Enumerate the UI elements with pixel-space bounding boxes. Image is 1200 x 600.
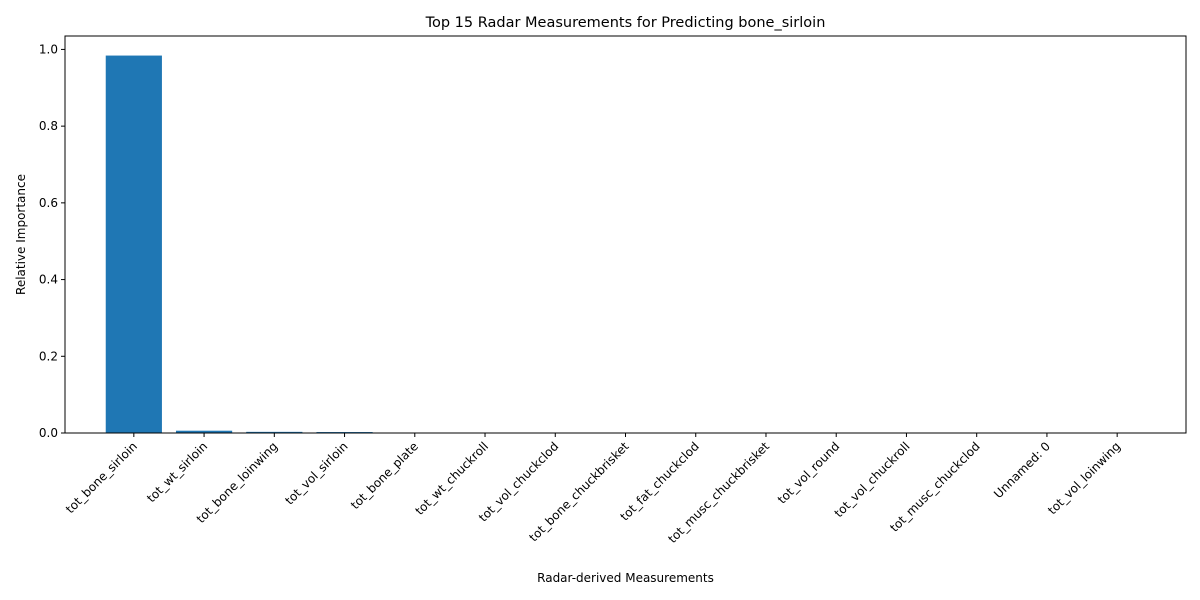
y-tick-label: 0.8 <box>39 119 58 133</box>
x-tick-label: tot_wt_chuckroll <box>412 439 491 518</box>
bar-tot_bone_loinwing <box>246 431 303 433</box>
x-tick-label: Unnamed: 0 <box>991 439 1053 501</box>
y-axis-ticks: 0.0 0.2 0.4 0.6 0.8 1.0 <box>39 42 65 440</box>
x-tick-label: tot_vol_sirloin <box>282 439 350 507</box>
y-tick-label: 0.0 <box>39 426 58 440</box>
y-axis-label: Relative Importance <box>14 174 28 295</box>
x-tick-label: tot_vol_chuckroll <box>832 439 913 520</box>
y-tick-label: 0.6 <box>39 196 58 210</box>
x-tick-label: tot_vol_loinwing <box>1045 439 1123 517</box>
x-axis-label: Radar-derived Measurements <box>537 571 714 585</box>
x-tick-label: tot_wt_sirloin <box>144 439 210 505</box>
y-tick-label: 1.0 <box>39 42 58 56</box>
x-tick-label: tot_bone_sirloin <box>63 439 140 516</box>
y-tick-label: 0.2 <box>39 349 58 363</box>
bar-tot_wt_sirloin <box>175 430 233 433</box>
x-tick-label: tot_vol_round <box>775 439 842 506</box>
plot-frame <box>64 35 1187 434</box>
x-tick-label: tot_bone_plate <box>348 439 421 512</box>
bar-tot_bone_sirloin <box>105 55 162 433</box>
y-tick-label: 0.4 <box>39 273 58 287</box>
chart-title: Top 15 Radar Measurements for Predicting… <box>425 15 826 31</box>
x-axis-ticks: tot_bone_sirloin tot_wt_sirlointot_bone_l… <box>63 433 1123 546</box>
bars-group <box>105 55 1146 433</box>
